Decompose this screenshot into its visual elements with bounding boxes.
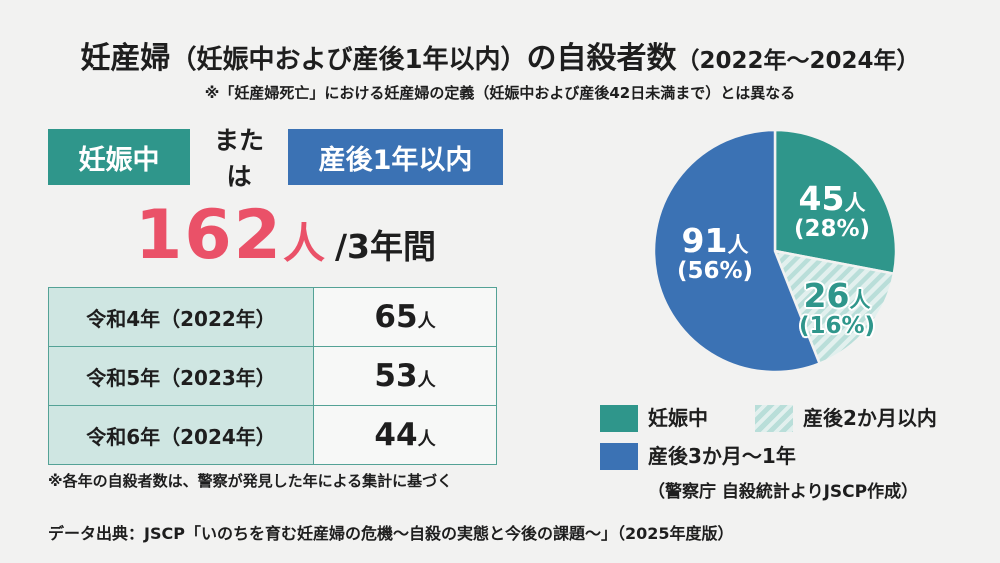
count-cell: 44人 [313, 405, 497, 465]
table-row: 令和6年（2024年） 44人 [48, 405, 497, 465]
legend-label-postpartum-2mo: 産後2か月以内 [803, 406, 937, 430]
pie-slice-1 [773, 249, 896, 365]
title-disclaimer: ※「妊産婦死亡」における妊産婦の定義（妊娠中および産後42日未満まで）とは異なる [204, 84, 796, 102]
yearly-counts-table: 令和4年（2022年） 65人 令和5年（2023年） 53人 令和6年（202… [48, 287, 497, 465]
title-main-2: の自殺者数 [526, 41, 677, 76]
legend-label-postpartum-3mo-1yr: 産後3か月〜1年 [648, 444, 796, 468]
pie-chart-svg [652, 128, 898, 374]
legend-swatch-pregnant [600, 405, 638, 432]
table-row: 令和4年（2022年） 65人 [48, 287, 497, 347]
page-title: 妊産婦（妊娠中および産後1年以内）の自殺者数（2022年〜2024年） [0, 33, 1000, 77]
year-cell: 令和5年（2023年） [48, 346, 314, 406]
pie-label-unit: 人 [844, 190, 866, 215]
count-number: 65 [374, 299, 418, 335]
pie-chart: 45人 (28%) 26人 (16%) 91人 (56%) [651, 127, 899, 375]
total-count-period: /3年間 [334, 227, 436, 266]
total-count-number: 162 [135, 196, 283, 275]
legend-swatch-postpartum-2mo [755, 405, 793, 432]
pie-label-value: 45 [798, 178, 845, 218]
data-source: データ出典：JSCP「いのちを育む妊産婦の危機〜自殺の実態と今後の課題〜」（20… [48, 524, 734, 543]
pie-label-value: 91 [681, 220, 728, 260]
table-footnote: ※各年の自殺者数は、警察が発見した年による集計に基づく [48, 472, 453, 490]
pie-label-unit: 人 [727, 232, 749, 257]
badge-postpartum: 産後1年以内 [288, 129, 503, 185]
count-cell: 53人 [313, 346, 497, 406]
title-main-1: 妊産婦 [80, 41, 171, 76]
title-paren-2: （2022年〜2024年） [676, 48, 920, 74]
pie-slice-0 [773, 128, 898, 275]
count-number: 44 [374, 417, 418, 453]
pie-slice-2 [652, 128, 821, 374]
title-paren-1: （妊娠中および産後1年以内） [170, 45, 527, 75]
legend-label-pregnant: 妊娠中 [648, 406, 708, 430]
count-unit: 人 [417, 311, 436, 332]
badge-pregnant: 妊娠中 [48, 129, 190, 185]
pie-label-postpartum-2mo: 26人 (16%) [798, 275, 876, 339]
total-count-unit: 人 [282, 219, 325, 268]
table-row: 令和5年（2023年） 53人 [48, 346, 497, 406]
badge-connector-text: または [213, 126, 264, 191]
pie-label-unit: 人 [849, 287, 871, 312]
pie-label-postpartum-3mo-1yr: 91人 (56%) [676, 220, 754, 284]
pie-label-percent: (28%) [793, 215, 871, 242]
year-cell: 令和6年（2024年） [48, 405, 314, 465]
legend-swatch-postpartum-3mo-1yr [600, 443, 638, 470]
total-count: 162 人 /3年間 [48, 196, 497, 284]
pie-label-value: 26 [803, 275, 850, 315]
category-badges: 妊娠中 または 産後1年以内 [48, 126, 503, 191]
count-number: 53 [374, 358, 418, 394]
year-cell: 令和4年（2022年） [48, 287, 314, 347]
pie-label-pregnant: 45人 (28%) [793, 178, 871, 242]
count-cell: 65人 [313, 287, 497, 347]
count-unit: 人 [417, 429, 436, 450]
pie-label-percent: (16%) [798, 312, 876, 339]
chart-attribution: （警察庁 自殺統計よりJSCP作成） [648, 482, 919, 502]
pie-label-percent: (56%) [676, 257, 754, 284]
count-unit: 人 [417, 370, 436, 391]
